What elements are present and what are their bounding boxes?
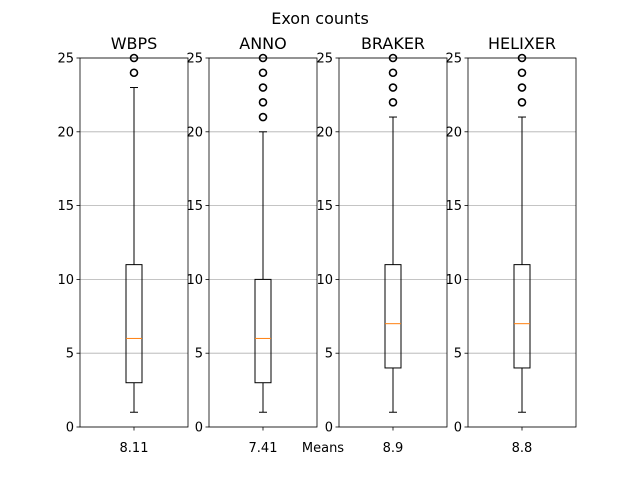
panel-3-ytick-label: 5 <box>325 347 333 362</box>
panel-1-title: WBPS <box>111 34 158 53</box>
panel-2-outlier-point <box>258 112 268 122</box>
panel-3-box <box>384 264 402 369</box>
panel-4-outlier-point <box>517 97 527 107</box>
panel-3-ytick-label: 10 <box>316 273 333 288</box>
panels: 0 5 10 15 20 25 8.11 WBPS 0 5 10 15 20 25 7.41 ANNO 0 5 10… <box>57 34 577 456</box>
panel-1-ytick-label: 5 <box>66 347 74 362</box>
panel-4-ytick-label: 10 <box>445 273 462 288</box>
panel-2-ytick-label: 20 <box>186 125 203 140</box>
panel-4-title: HELIXER <box>488 34 556 53</box>
panel-3-outlier-point <box>388 68 398 78</box>
panel-4-ytick-label: 0 <box>454 421 462 436</box>
panel-3-outlier-point <box>388 83 398 92</box>
panel-3-xtick-label: 8.9 <box>383 441 404 456</box>
panel-4-ytick-label: 15 <box>445 199 462 214</box>
panel-2-ytick-label: 0 <box>195 421 203 436</box>
panel-2-outlier-point <box>258 83 268 92</box>
panel-2-outlier-point <box>258 97 268 107</box>
panel-4-ytick-label: 5 <box>454 347 462 362</box>
panel-2-ytick-label: 10 <box>186 273 203 288</box>
panel-2-ytick-label: 15 <box>186 199 203 214</box>
panel-1-box <box>125 264 143 384</box>
panel-3-ytick-label: 0 <box>325 421 333 436</box>
panel-4-box <box>513 264 531 369</box>
panel-4-ytick-label: 20 <box>445 125 462 140</box>
panel-1-ytick-label: 20 <box>57 125 74 140</box>
panel-1-ytick-label: 25 <box>57 52 74 67</box>
panel-3-outlier-point <box>388 97 398 107</box>
panel-4-xtick-label: 8.8 <box>512 441 533 456</box>
panel-1-ytick-label: 15 <box>57 199 74 214</box>
panel-1-ytick-label: 10 <box>57 273 74 288</box>
panel-3-ytick-label: 25 <box>316 52 333 67</box>
figure-suptitle: Exon counts <box>271 9 369 28</box>
panel-3-ytick-label: 20 <box>316 125 333 140</box>
panel-1-xtick-label: 8.11 <box>120 441 149 456</box>
panel-2-xtick-label: 7.41 <box>249 441 278 456</box>
bottom-label-means: Means <box>302 441 344 456</box>
panel-3-title: BRAKER <box>361 34 425 53</box>
panel-3-ytick-label: 15 <box>316 199 333 214</box>
panel-2-box <box>254 278 272 384</box>
panel-2-title: ANNO <box>239 34 286 53</box>
panel-2-ytick-label: 25 <box>186 52 203 67</box>
panel-2-ytick-label: 5 <box>195 347 203 362</box>
panel-4-outlier-point <box>517 83 527 92</box>
panel-2-outlier-point <box>258 68 268 78</box>
panel-1-outlier-point <box>129 68 139 78</box>
panel-4-ytick-label: 25 <box>445 52 462 67</box>
panel-4-outlier-point <box>517 68 527 78</box>
panel-1-ytick-label: 0 <box>66 421 74 436</box>
